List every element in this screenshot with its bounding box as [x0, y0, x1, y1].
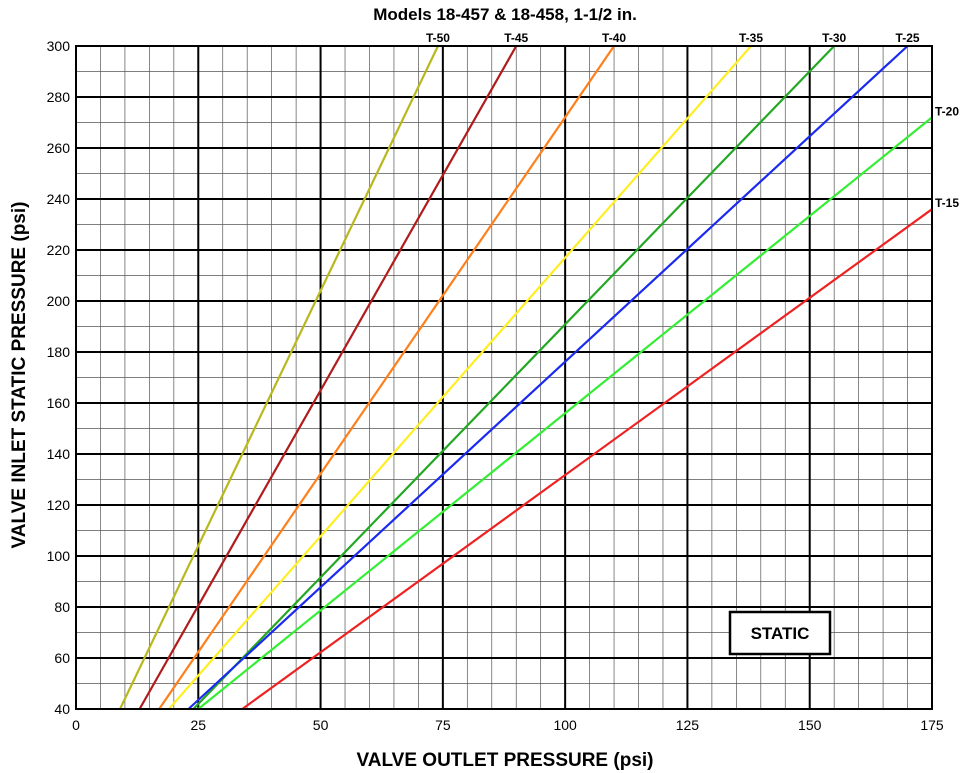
series-line-t-25	[187, 45, 909, 710]
series-line-t-50	[119, 45, 439, 710]
y-tick-label: 260	[47, 140, 71, 156]
series-labels: T-50 T-45 T-40 T-35 T-30 T-25 T-20 T-15	[426, 31, 959, 210]
series-line-t-20	[197, 116, 933, 710]
series-label-t-50: T-50	[426, 31, 450, 45]
series-line-t-35	[168, 45, 752, 710]
y-axis-label: VALVE INLET STATIC PRESSURE (psi)	[9, 202, 30, 549]
x-tick-label: 25	[190, 717, 206, 733]
chart-title: Models 18-457 & 18-458, 1-1/2 in.	[373, 5, 637, 24]
grid	[75, 45, 933, 710]
static-annotation-text: STATIC	[751, 624, 810, 643]
y-tick-label: 240	[47, 191, 71, 207]
series-label-t-20: T-20	[935, 104, 959, 118]
y-tick-label: 200	[47, 293, 71, 309]
y-tick-label: 80	[54, 599, 70, 615]
series-line-t-40	[158, 45, 615, 710]
x-tick-label: 0	[72, 717, 80, 733]
y-tick-label: 40	[54, 701, 70, 717]
series-label-t-45: T-45	[504, 31, 528, 45]
x-tick-label: 100	[553, 717, 577, 733]
x-tick-label: 150	[798, 717, 822, 733]
tick-labels: 0 25 50 75 100 125 150 175 40 60 80 100 120 140 160 180…	[47, 38, 944, 733]
y-tick-label: 120	[47, 497, 71, 513]
y-tick-label: 300	[47, 38, 71, 54]
static-annotation-box	[728, 610, 832, 656]
plot-border	[75, 45, 933, 710]
y-tick-label: 220	[47, 242, 71, 258]
series-label-t-30: T-30	[822, 31, 846, 45]
x-tick-label: 75	[435, 717, 451, 733]
x-tick-label: 175	[920, 717, 944, 733]
y-tick-label: 140	[47, 446, 71, 462]
x-tick-label: 125	[676, 717, 700, 733]
series-label-t-15: T-15	[935, 196, 959, 210]
static-annotation: STATIC	[728, 610, 832, 656]
series-lines	[119, 45, 933, 710]
y-tick-label: 100	[47, 548, 71, 564]
series-label-t-25: T-25	[896, 31, 920, 45]
y-tick-label: 60	[54, 650, 70, 666]
series-label-t-40: T-40	[602, 31, 626, 45]
x-tick-label: 50	[313, 717, 329, 733]
x-axis-label: VALVE OUTLET PRESSURE (psi)	[357, 750, 654, 771]
series-line-t-30	[192, 45, 835, 710]
y-tick-label: 160	[47, 395, 71, 411]
series-line-t-45	[138, 45, 518, 710]
y-tick-label: 280	[47, 89, 71, 105]
y-tick-label: 180	[47, 344, 71, 360]
series-line-t-15	[241, 208, 933, 710]
series-label-t-35: T-35	[739, 31, 763, 45]
